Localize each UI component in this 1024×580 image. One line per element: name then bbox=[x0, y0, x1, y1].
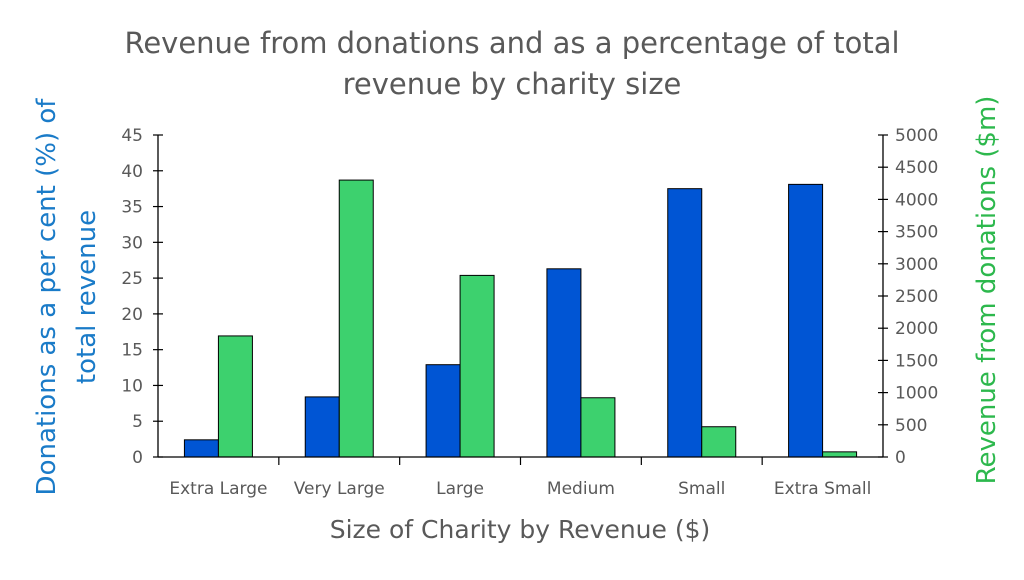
y-right-tick-label-10: 5000 bbox=[895, 126, 938, 146]
y-left-tick-label-4: 20 bbox=[121, 305, 143, 325]
y-left-tick-label-5: 25 bbox=[121, 269, 143, 289]
chart-title-line-2: revenue by charity size bbox=[343, 67, 682, 101]
x-tick-label-2: Large bbox=[436, 479, 484, 499]
y-right-tick-label-6: 3000 bbox=[895, 255, 938, 275]
revenue-bar-1 bbox=[338, 179, 374, 458]
y-right-tick-label-8: 4000 bbox=[895, 190, 938, 210]
x-tick-label-1: Very Large bbox=[294, 479, 385, 499]
y-left-tick-label-1: 5 bbox=[132, 412, 143, 432]
plot-area: 0 5 10 15 20 25 30 35 40 45 0 500 1000 1500 2000 2500 30… bbox=[121, 126, 938, 499]
y-left-tick-label-2: 10 bbox=[121, 376, 143, 396]
percent-bar-4 bbox=[667, 188, 703, 458]
y-left-tick-label-0: 0 bbox=[132, 448, 143, 468]
chart-title-line-1: Revenue from donations and as a percenta… bbox=[124, 26, 899, 60]
y-right-tick-label-7: 3500 bbox=[895, 223, 938, 243]
revenue-bar-0 bbox=[217, 335, 253, 458]
y-left-tick-label-6: 30 bbox=[121, 233, 143, 253]
x-tick-label-3: Medium bbox=[547, 479, 615, 499]
x-axis-label: Size of Charity by Revenue ($) bbox=[330, 515, 711, 544]
revenue-bar-2 bbox=[459, 274, 495, 458]
y-axis-right-label: Revenue from donations ($m) bbox=[972, 96, 1002, 485]
percent-bar-2 bbox=[425, 364, 461, 458]
y-left-tick-label-8: 40 bbox=[121, 162, 143, 182]
revenue-bar-5 bbox=[822, 451, 858, 458]
y-right-tick-label-4: 2000 bbox=[895, 319, 938, 339]
revenue-bar-3 bbox=[580, 397, 616, 458]
y-right-tick-label-0: 0 bbox=[895, 448, 906, 468]
x-tick-label-4: Small bbox=[678, 479, 725, 499]
y-right-tick-label-9: 4500 bbox=[895, 158, 938, 178]
percent-bar-3 bbox=[546, 268, 582, 458]
y-axis-left-label-line-2: total revenue bbox=[72, 210, 102, 384]
y-right-tick-label-5: 2500 bbox=[895, 287, 938, 307]
x-tick-label-5: Extra Small bbox=[774, 479, 872, 499]
y-right-tick-label-3: 1500 bbox=[895, 351, 938, 371]
y-left-tick-label-7: 35 bbox=[121, 198, 143, 218]
revenue-bar-4 bbox=[701, 426, 737, 458]
x-tick-label-0: Extra Large bbox=[169, 479, 267, 499]
y-left-tick-label-9: 45 bbox=[121, 126, 143, 146]
percent-bar-5 bbox=[788, 183, 824, 458]
y-left-tick-label-3: 15 bbox=[121, 341, 143, 361]
y-right-tick-label-1: 500 bbox=[895, 416, 927, 436]
percent-bar-1 bbox=[304, 396, 340, 458]
y-axis-left-label-line-1: Donations as a per cent (%) of bbox=[32, 98, 62, 496]
percent-bar-0 bbox=[183, 439, 219, 458]
y-right-tick-label-2: 1000 bbox=[895, 384, 938, 404]
